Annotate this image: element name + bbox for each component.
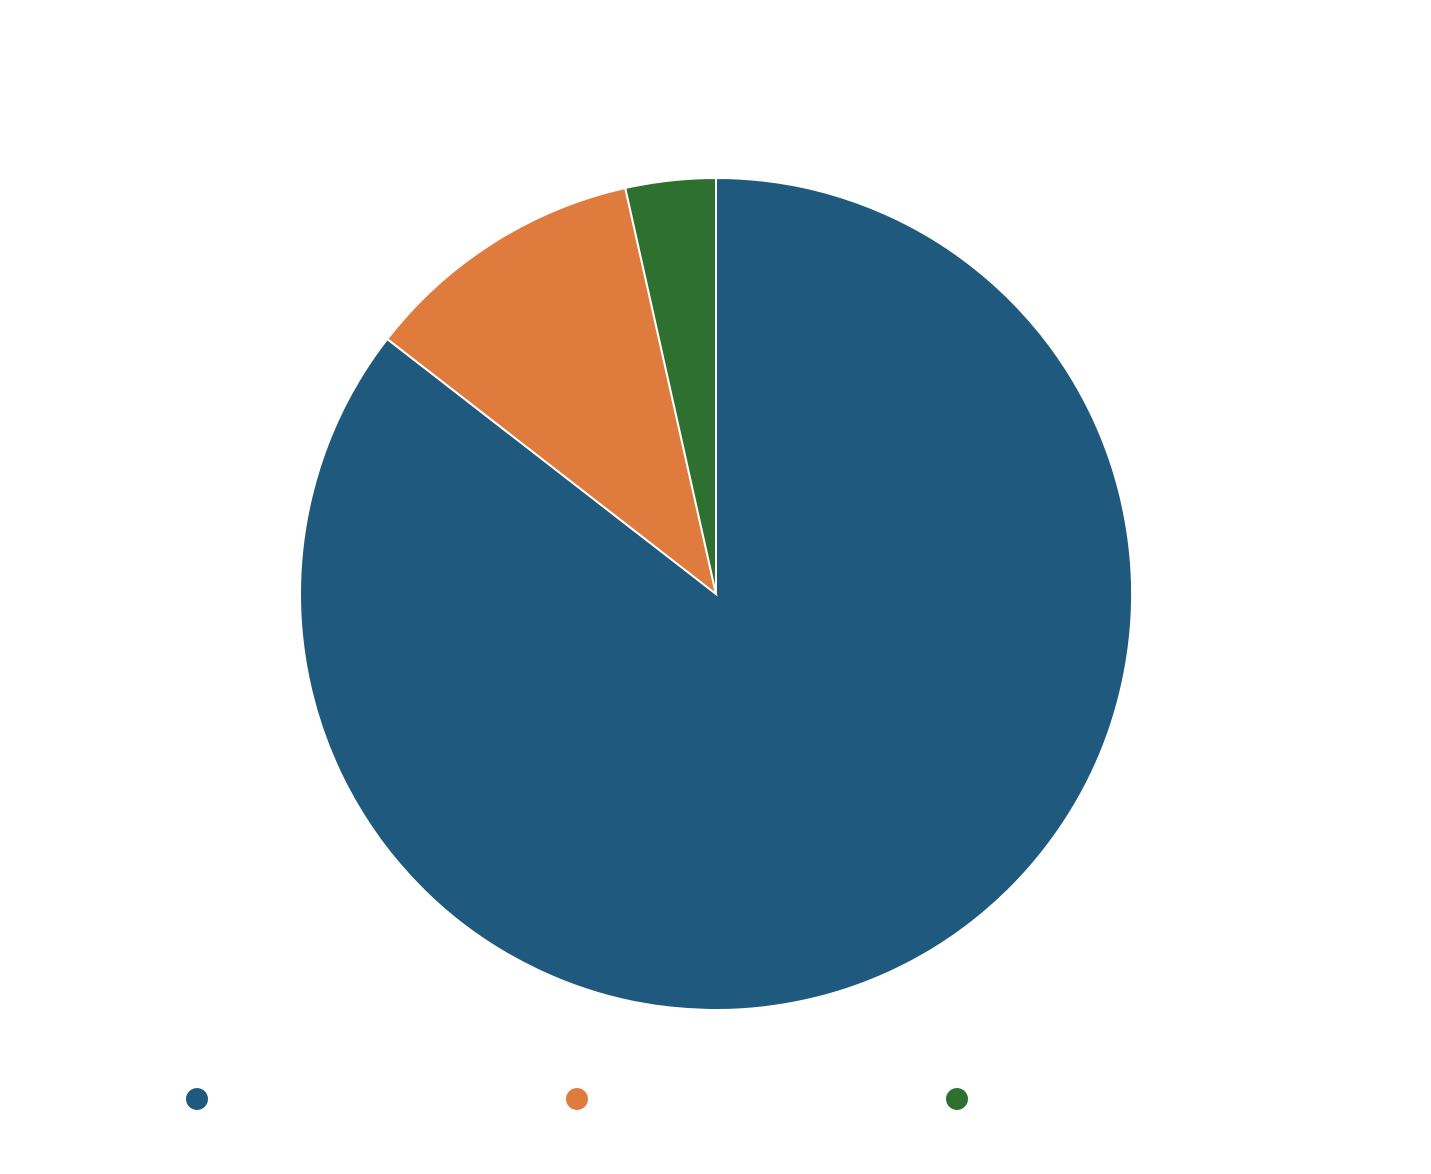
pie-slice-1[interactable]	[385, 186, 718, 597]
legend-swatch-0	[185, 1088, 208, 1110]
legend-item-2[interactable]	[945, 1088, 1246, 1110]
legend-swatch-2	[945, 1088, 968, 1110]
legend-swatch-1	[565, 1088, 588, 1110]
legend-item-0[interactable]	[185, 1088, 486, 1110]
legend	[0, 1088, 1431, 1110]
legend-item-1[interactable]	[565, 1088, 866, 1110]
pie-slice-2[interactable]	[624, 176, 717, 595]
